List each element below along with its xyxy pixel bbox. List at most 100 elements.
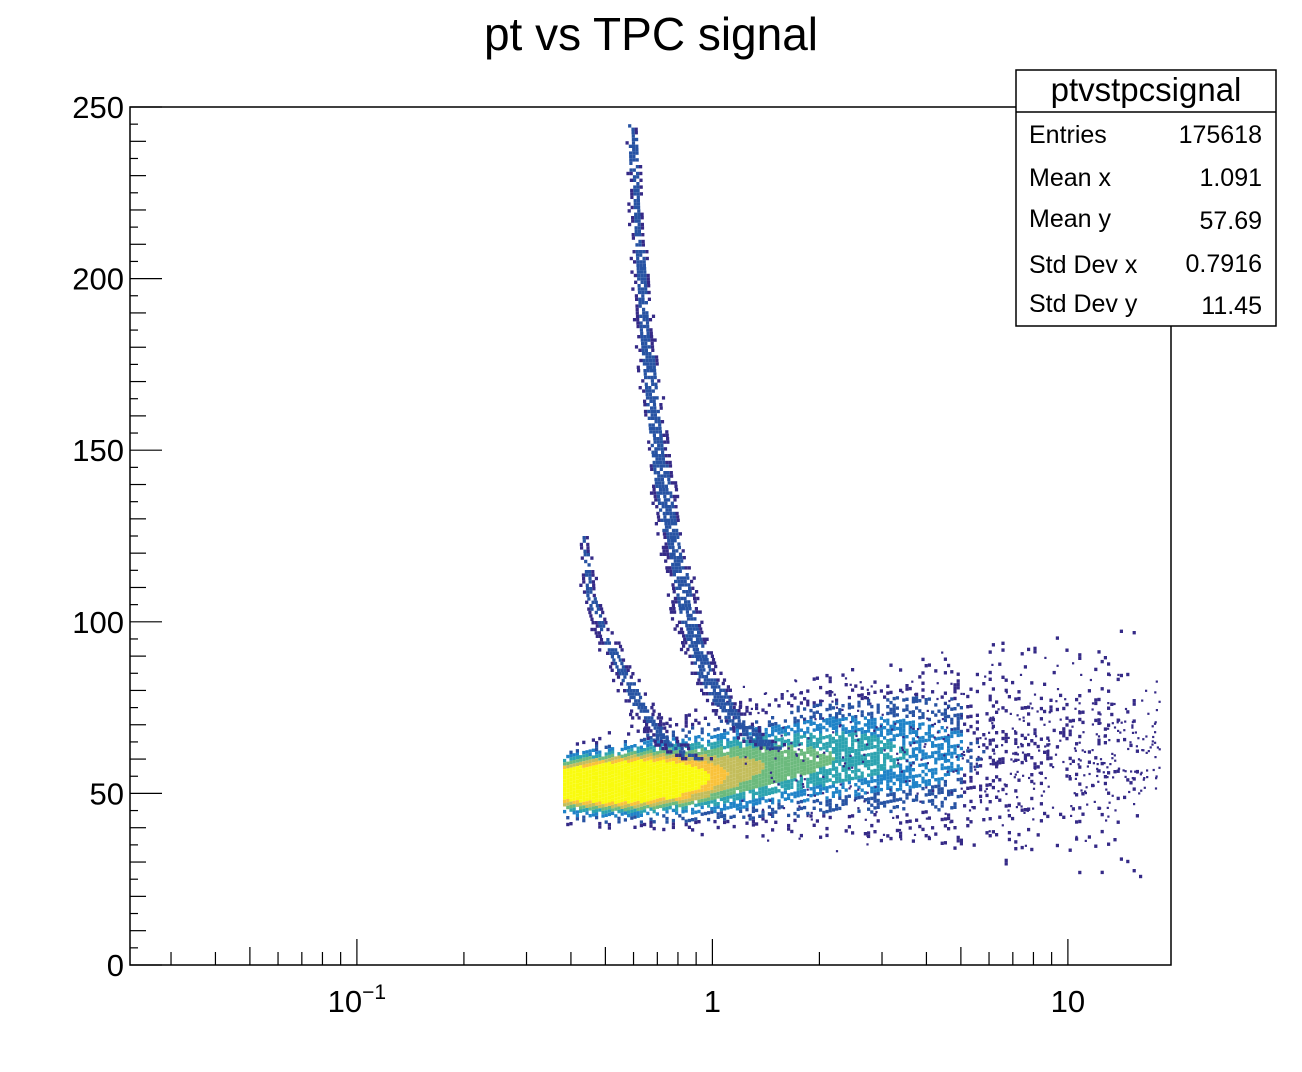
heatmap-cell: [806, 760, 810, 765]
heatmap-cell: [1129, 781, 1133, 785]
heatmap-cell: [681, 816, 685, 821]
heatmap-cell: [902, 708, 906, 712]
heatmap-cell: [1004, 732, 1008, 737]
heatmap-cell: [726, 789, 730, 793]
heatmap-cell: [582, 805, 586, 809]
heatmap-cell: [646, 781, 650, 785]
heatmap-cell: [883, 766, 887, 771]
heatmap-cell: [835, 752, 839, 757]
heatmap-cell: [860, 734, 864, 738]
heatmap-cell: [777, 724, 781, 728]
heatmap-cell: [582, 536, 586, 540]
heatmap-cell: [812, 806, 816, 810]
heatmap-cell: [1016, 796, 1019, 799]
heatmap-cell: [572, 773, 576, 777]
heatmap-cell: [587, 607, 591, 611]
heatmap-cell: [866, 834, 869, 837]
heatmap-cell: [875, 810, 878, 814]
heatmap-cell: [665, 755, 669, 760]
heatmap-cell: [1094, 718, 1098, 723]
heatmap-cell: [931, 741, 935, 745]
heatmap-cell: [947, 663, 951, 668]
heatmap-cell: [595, 761, 599, 765]
heatmap-cell: [991, 717, 995, 722]
heatmap-cell: [879, 740, 883, 744]
heatmap-cell: [1062, 730, 1066, 734]
heatmap-cell: [657, 477, 661, 482]
heatmap-cell: [735, 749, 739, 753]
heatmap-cell: [763, 692, 766, 695]
heatmap-cell: [819, 781, 823, 785]
heatmap-cell: [652, 789, 656, 793]
heatmap-cell: [629, 689, 633, 693]
heatmap-cell: [657, 518, 661, 522]
heatmap-cell: [695, 647, 700, 652]
heatmap-cell: [867, 753, 871, 757]
heatmap-cell: [703, 801, 707, 805]
heatmap-cell: [767, 757, 771, 762]
heatmap-cell: [870, 715, 874, 719]
heatmap-cell: [658, 457, 662, 461]
heatmap-cell: [710, 742, 714, 746]
heatmap-cell: [651, 723, 655, 727]
heatmap-cell: [659, 791, 663, 795]
heatmap-cell: [1105, 788, 1108, 791]
heatmap-cell: [911, 747, 915, 751]
heatmap-cell: [1151, 725, 1154, 728]
heatmap-cell: [950, 761, 954, 766]
heatmap-cell: [687, 771, 691, 775]
heatmap-cell: [711, 702, 715, 706]
heatmap-cell: [925, 786, 928, 789]
heatmap-cell: [591, 775, 595, 780]
heatmap-cell: [617, 792, 621, 797]
heatmap-cell: [1024, 844, 1027, 847]
heatmap-cell: [812, 823, 816, 827]
heatmap-cell: [869, 702, 872, 705]
heatmap-cell: [674, 600, 678, 604]
heatmap-cell: [586, 549, 590, 553]
heatmap-cell: [671, 566, 675, 570]
heatmap-cell: [1130, 770, 1133, 773]
heatmap-cell: [771, 763, 775, 767]
heatmap-cell: [1081, 720, 1085, 725]
heatmap-cell: [687, 761, 691, 765]
heatmap-cell: [1018, 718, 1021, 721]
heatmap-cell: [582, 774, 586, 779]
heatmap-cell: [1102, 771, 1105, 774]
heatmap-cell: [863, 764, 867, 768]
heatmap-cell: [676, 556, 680, 560]
heatmap-cell: [644, 287, 648, 291]
heatmap-cell: [566, 816, 570, 820]
heatmap-cell: [758, 760, 762, 764]
heatmap-cell: [631, 233, 635, 237]
heatmap-cell: [905, 752, 909, 756]
heatmap-cell: [748, 790, 752, 794]
heatmap-cell: [657, 501, 662, 505]
heatmap-cell: [946, 707, 950, 710]
heatmap-cell: [729, 754, 733, 758]
heatmap-cell: [874, 785, 877, 788]
heatmap-cell: [947, 704, 951, 708]
heatmap-cell: [684, 751, 688, 755]
heatmap-cell: [643, 751, 647, 755]
heatmap-cell: [637, 212, 641, 216]
heatmap-cell: [678, 586, 682, 590]
heatmap-cell: [844, 764, 848, 768]
heatmap-cell: [1012, 760, 1015, 763]
heatmap-cell: [746, 736, 750, 740]
heatmap-cell: [1001, 675, 1005, 679]
heatmap-cell: [707, 817, 711, 822]
heatmap-cell: [761, 756, 765, 760]
heatmap-cell: [947, 789, 951, 793]
heatmap-cell: [669, 491, 673, 495]
heatmap-cell: [921, 827, 925, 832]
heatmap-cell: [1020, 805, 1023, 808]
heatmap-cell: [669, 569, 673, 573]
heatmap-cell: [595, 788, 599, 793]
heatmap-cell: [1109, 763, 1112, 766]
heatmap-cell: [717, 685, 721, 689]
heatmap-cell: [1139, 773, 1142, 776]
heatmap-cell: [873, 717, 877, 722]
heatmap-cell: [716, 761, 720, 765]
heatmap-cell: [835, 803, 839, 808]
